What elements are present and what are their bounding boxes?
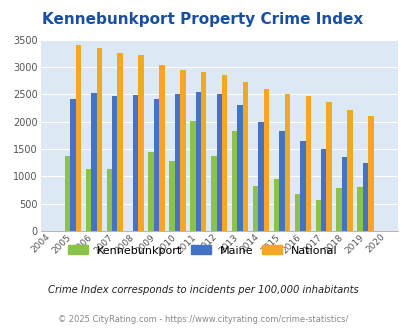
Bar (273, 179, 279, 231)
Text: Kennebunkport Property Crime Index: Kennebunkport Property Crime Index (42, 12, 363, 26)
Bar (222, 75, 227, 231)
Bar (294, 194, 299, 231)
Bar (112, 96, 117, 231)
Bar (174, 94, 180, 231)
Bar (153, 99, 159, 231)
Bar (75, 45, 81, 231)
Bar (190, 121, 195, 231)
Bar (117, 53, 123, 231)
Text: Crime Index corresponds to incidents per 100,000 inhabitants: Crime Index corresponds to incidents per… (47, 285, 358, 295)
Bar (195, 91, 200, 231)
Bar (326, 102, 331, 231)
Bar (258, 122, 263, 231)
Bar (65, 155, 70, 231)
Text: © 2025 CityRating.com - https://www.cityrating.com/crime-statistics/: © 2025 CityRating.com - https://www.city… (58, 315, 347, 324)
Bar (284, 94, 289, 231)
Bar (346, 110, 352, 231)
Bar (200, 72, 206, 231)
Bar (367, 115, 373, 231)
Bar (211, 155, 216, 231)
Bar (180, 70, 185, 231)
Bar (169, 161, 174, 231)
Bar (107, 169, 112, 231)
Bar (305, 96, 310, 231)
Bar (279, 131, 284, 231)
Bar (315, 200, 320, 231)
Bar (356, 187, 362, 231)
Bar (231, 131, 237, 231)
Bar (252, 186, 258, 231)
Bar (138, 55, 143, 231)
Bar (242, 82, 248, 231)
Bar (320, 149, 326, 231)
Bar (85, 169, 91, 231)
Bar (96, 49, 102, 231)
Bar (132, 95, 138, 231)
Bar (336, 188, 341, 231)
Bar (237, 105, 242, 231)
Bar (148, 152, 153, 231)
Bar (362, 163, 367, 231)
Bar (159, 65, 164, 231)
Bar (91, 93, 96, 231)
Bar (341, 157, 346, 231)
Bar (70, 99, 75, 231)
Bar (299, 141, 305, 231)
Bar (216, 94, 222, 231)
Bar (263, 89, 269, 231)
Legend: Kennebunkport, Maine, National: Kennebunkport, Maine, National (64, 241, 341, 260)
